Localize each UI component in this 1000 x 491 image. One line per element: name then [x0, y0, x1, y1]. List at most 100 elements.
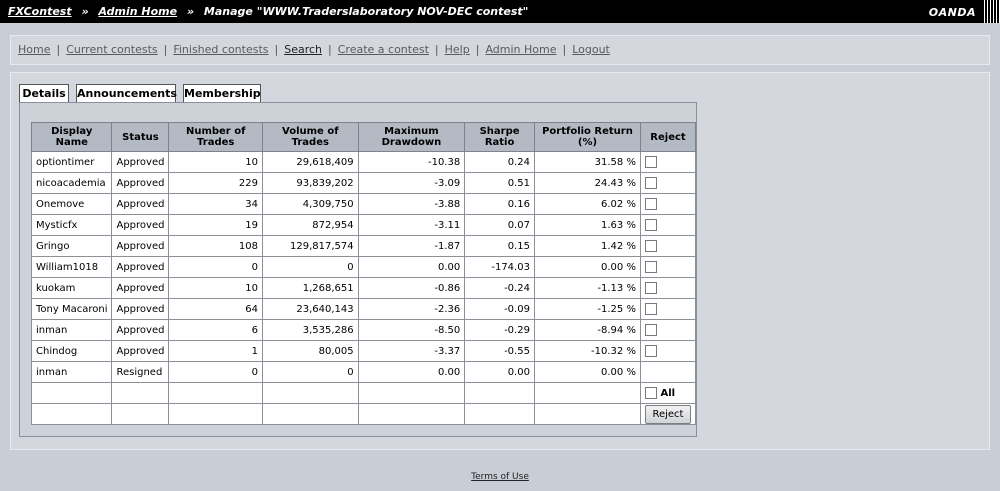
column-header-number-of-trades: Number of Trades: [168, 122, 263, 152]
tab-announcements[interactable]: Announcements: [76, 84, 177, 103]
reject-button[interactable]: Reject: [644, 404, 691, 424]
member-status: Approved: [111, 298, 170, 320]
reject-checkbox[interactable]: [644, 240, 657, 252]
nav-bar: Home | Current contests | Finished contests |…: [10, 35, 990, 65]
member-name: William1018: [30, 256, 113, 278]
member-sharpe: -174.03: [464, 256, 535, 278]
table-row: inman Approved 6 3,535,286 -8.50 -0.29 -8.94 %: [30, 319, 697, 341]
table-row: Onemove Approved 34 4,309,750 -3.88 0.16 6.02 …: [30, 193, 697, 215]
member-drawdown: -0.86: [357, 277, 466, 299]
reject-cell: [639, 319, 697, 341]
empty-cell: [111, 382, 170, 404]
member-name: Gringo: [30, 235, 113, 257]
member-trades: 108: [168, 235, 263, 257]
member-volume: 29,618,409: [261, 151, 359, 173]
nav-logout-link[interactable]: Logout: [572, 43, 610, 56]
member-return: -1.25 %: [533, 298, 641, 320]
nav-separator: |: [434, 43, 439, 56]
tab-details[interactable]: Details: [19, 84, 69, 103]
table-header-row: Display Name Status Number of Trades Vol…: [30, 122, 697, 152]
member-name: nicoacademia: [30, 172, 113, 194]
reject-checkbox[interactable]: [644, 177, 657, 189]
member-volume: 0: [261, 361, 359, 383]
reject-checkbox[interactable]: [644, 345, 657, 357]
reject-cell: [639, 151, 697, 173]
nav-create-contest-link[interactable]: Create a contest: [337, 43, 429, 56]
breadcrumb: FXContest » Admin Home » Manage "WWW.Tra…: [8, 5, 528, 18]
logo-stripes-decoration: [984, 0, 1000, 23]
member-trades: 34: [168, 193, 263, 215]
member-return: 1.42 %: [533, 235, 641, 257]
table-row-actions: Reject: [30, 403, 697, 425]
select-all-label: All: [660, 388, 676, 399]
table-row: Tony Macaroni Approved 64 23,640,143 -2.36 -0…: [30, 298, 697, 320]
nav-finished-contests-link[interactable]: Finished contests: [173, 43, 269, 56]
member-return: 0.00 %: [533, 256, 641, 278]
member-trades: 10: [168, 151, 263, 173]
nav-separator: |: [274, 43, 279, 56]
member-volume: 0: [261, 256, 359, 278]
membership-table: Display Name Status Number of Trades Vol…: [30, 122, 697, 425]
oanda-logo: OANDA: [928, 6, 976, 19]
reject-checkbox[interactable]: [644, 219, 657, 231]
empty-cell: [111, 403, 170, 425]
member-volume: 3,535,286: [261, 319, 359, 341]
empty-cell: [261, 382, 359, 404]
column-header-maximum-drawdown: Maximum Drawdown: [357, 122, 466, 152]
member-return: 1.63 %: [533, 214, 641, 236]
member-return: 0.00 %: [533, 361, 641, 383]
nav-admin-home-link[interactable]: Admin Home: [485, 43, 557, 56]
table-row: optiontimer Approved 10 29,618,409 -10.38 0.2…: [30, 151, 697, 173]
member-status: Approved: [111, 214, 170, 236]
member-sharpe: 0.51: [464, 172, 535, 194]
member-return: -8.94 %: [533, 319, 641, 341]
reject-cell: [639, 277, 697, 299]
member-trades: 10: [168, 277, 263, 299]
member-name: optiontimer: [30, 151, 113, 173]
member-name: Mysticfx: [30, 214, 113, 236]
reject-cell: [639, 340, 697, 362]
member-return: 24.43 %: [533, 172, 641, 194]
nav-current-contests-link[interactable]: Current contests: [66, 43, 158, 56]
reject-checkbox[interactable]: [644, 303, 657, 315]
main-content: Details Announcements Membership Display…: [10, 72, 990, 450]
select-all-cell: All: [639, 382, 697, 404]
reject-checkbox[interactable]: [644, 156, 657, 168]
reject-checkbox[interactable]: [644, 261, 657, 273]
breadcrumb-current-page: Manage "WWW.Traderslaboratory NOV-DEC co…: [203, 5, 529, 18]
member-sharpe: -0.55: [464, 340, 535, 362]
empty-cell: [261, 403, 359, 425]
empty-cell: [168, 403, 263, 425]
nav-search-link[interactable]: Search: [284, 43, 323, 56]
select-all-checkbox[interactable]: [644, 387, 657, 399]
member-drawdown: -3.09: [357, 172, 466, 194]
empty-cell: [30, 382, 113, 404]
breadcrumb-fxcontest-link[interactable]: FXContest: [8, 5, 72, 18]
reject-checkbox[interactable]: [644, 198, 657, 210]
member-return: -10.32 %: [533, 340, 641, 362]
column-header-status: Status: [111, 122, 170, 152]
reject-checkbox[interactable]: [644, 324, 657, 336]
reject-cell: [639, 361, 697, 383]
member-trades: 64: [168, 298, 263, 320]
nav-help-link[interactable]: Help: [444, 43, 470, 56]
reject-cell: [639, 214, 697, 236]
nav-separator: |: [163, 43, 168, 56]
member-return: -1.13 %: [533, 277, 641, 299]
empty-cell: [30, 403, 113, 425]
member-trades: 229: [168, 172, 263, 194]
member-sharpe: -0.24: [464, 277, 535, 299]
member-sharpe: 0.15: [464, 235, 535, 257]
member-sharpe: 0.07: [464, 214, 535, 236]
member-sharpe: 0.24: [464, 151, 535, 173]
terms-of-use-link[interactable]: Terms of Use: [471, 472, 529, 482]
table-row: Chindog Approved 1 80,005 -3.37 -0.55 -10.32 %: [30, 340, 697, 362]
member-status: Approved: [111, 319, 170, 341]
breadcrumb-admin-home-link[interactable]: Admin Home: [98, 5, 178, 18]
empty-cell: [533, 403, 641, 425]
member-status: Approved: [111, 151, 170, 173]
reject-checkbox[interactable]: [644, 282, 657, 294]
member-drawdown: -3.88: [357, 193, 466, 215]
nav-home-link[interactable]: Home: [18, 43, 51, 56]
tab-membership[interactable]: Membership: [183, 84, 261, 104]
